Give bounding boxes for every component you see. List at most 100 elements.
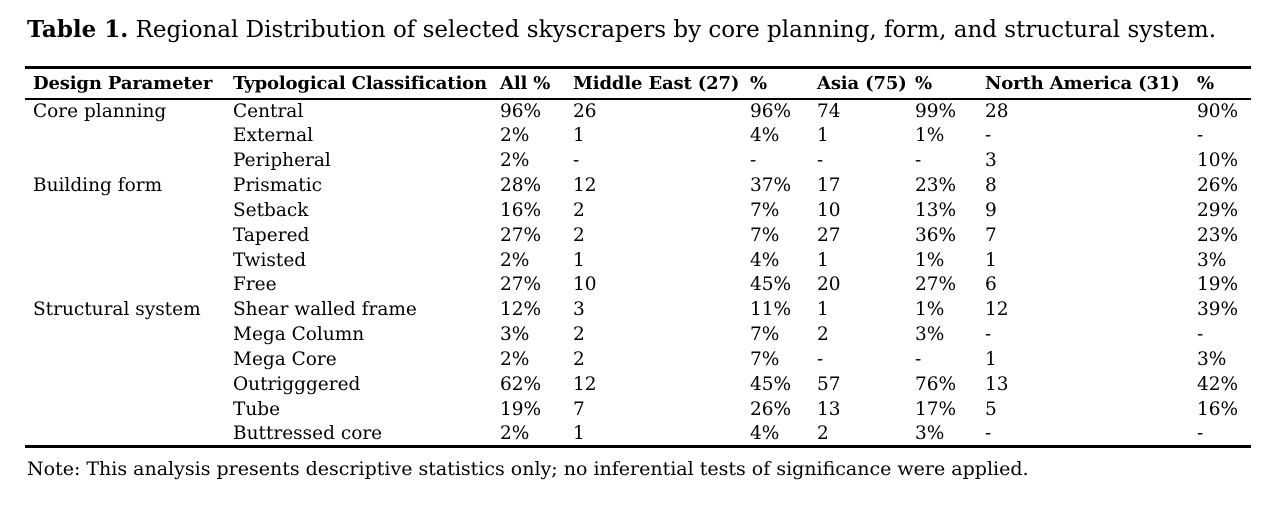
column-header: %	[742, 67, 809, 100]
table-row: Peripheral 2% - - - - 3 10%	[25, 148, 1251, 173]
design-parameter-cell	[25, 198, 225, 223]
table-body: Core planning Central 96% 26 96% 74 99% 28 90% Ex…	[25, 99, 1251, 447]
value-cell: 12%	[500, 299, 542, 321]
value-cell: -	[985, 125, 992, 147]
value-cell: 23%	[1197, 224, 1239, 246]
design-parameter-cell	[25, 273, 225, 298]
classification-cell: Mega Column	[233, 324, 365, 346]
classification-cell: Prismatic	[233, 175, 322, 196]
value-cell: -	[817, 349, 824, 371]
design-parameter-cell	[25, 123, 225, 148]
value-cell: 2	[817, 422, 829, 444]
design-parameter-cell: Building form	[33, 175, 163, 196]
value-cell: 1%	[915, 299, 945, 321]
value-cell: 19%	[500, 398, 542, 420]
value-cell: 4%	[750, 422, 780, 444]
value-cell: 7%	[750, 324, 780, 346]
value-cell: 11%	[750, 299, 792, 321]
value-cell: 7%	[750, 349, 780, 371]
value-cell: 3%	[1197, 349, 1227, 371]
value-cell: 26%	[750, 398, 792, 420]
table-row: Outrigggered 62% 12 45% 57 76% 13 42%	[25, 372, 1251, 397]
classification-cell: Twisted	[233, 249, 307, 271]
value-cell: 19%	[1197, 274, 1239, 296]
value-cell: 20	[817, 274, 841, 296]
classification-cell: Setback	[233, 199, 309, 221]
classification-cell: Central	[233, 100, 304, 122]
value-cell: 36%	[915, 224, 957, 246]
value-cell: 37%	[750, 175, 792, 196]
design-parameter-cell	[25, 397, 225, 422]
value-cell: 3	[573, 299, 585, 321]
value-cell: 96%	[500, 100, 542, 122]
value-cell: 1%	[915, 125, 945, 147]
table-caption-number: Table 1.	[27, 16, 129, 43]
design-parameter-cell: Core planning	[33, 100, 167, 122]
value-cell: -	[817, 150, 824, 172]
value-cell: -	[1197, 422, 1204, 444]
value-cell: 45%	[750, 373, 792, 395]
classification-cell: Tube	[233, 398, 281, 420]
column-header: All %	[492, 67, 565, 100]
value-cell: 16%	[500, 199, 542, 221]
value-cell: 1	[985, 249, 997, 271]
value-cell: 4%	[750, 125, 780, 147]
table-note: Note: This analysis presents descriptive…	[27, 458, 1029, 480]
column-header: North America (31)	[977, 67, 1189, 100]
value-cell: 12	[573, 373, 597, 395]
design-parameter-cell	[25, 223, 225, 248]
table-row: Mega Column 3% 2 7% 2 3% - -	[25, 322, 1251, 347]
column-header: Typological Classification	[225, 67, 492, 100]
classification-cell: Tapered	[233, 224, 310, 246]
table-row: Twisted 2% 1 4% 1 1% 1 3%	[25, 248, 1251, 273]
value-cell: 74	[817, 100, 841, 122]
value-cell: 39%	[1197, 299, 1239, 321]
value-cell: 45%	[750, 274, 792, 296]
value-cell: 2%	[500, 125, 530, 147]
value-cell: 3%	[500, 324, 530, 346]
value-cell: 1	[573, 249, 585, 271]
value-cell: -	[985, 422, 992, 444]
classification-cell: External	[233, 125, 314, 147]
column-header: %	[1189, 67, 1251, 100]
value-cell: 2	[817, 324, 829, 346]
table-row: Structural system Shear walled frame 12% 3 1…	[25, 297, 1251, 322]
value-cell: 27	[817, 224, 841, 246]
value-cell: 4%	[750, 249, 780, 271]
value-cell: -	[915, 150, 922, 172]
distribution-table: Design Parameter Typological Classificati…	[25, 66, 1251, 449]
value-cell: 10%	[1197, 150, 1239, 172]
value-cell: 29%	[1197, 199, 1239, 221]
value-cell: -	[1197, 324, 1204, 346]
table-caption-text: Regional Distribution of selected skyscr…	[135, 17, 1217, 43]
design-parameter-cell	[25, 248, 225, 273]
column-header: %	[907, 67, 977, 100]
value-cell: 8	[985, 175, 997, 196]
classification-cell: Shear walled frame	[233, 299, 417, 321]
value-cell: 62%	[500, 373, 542, 395]
value-cell: 27%	[500, 224, 542, 246]
table-row: Buttressed core 2% 1 4% 2 3% - -	[25, 422, 1251, 447]
value-cell: 26%	[1197, 175, 1239, 196]
value-cell: 1	[817, 249, 829, 271]
value-cell: 57	[817, 373, 841, 395]
design-parameter-cell	[25, 322, 225, 347]
value-cell: 9	[985, 199, 997, 221]
design-parameter-cell: Structural system	[33, 299, 201, 321]
value-cell: 13%	[915, 199, 957, 221]
design-parameter-cell	[25, 347, 225, 372]
value-cell: 2%	[500, 249, 530, 271]
value-cell: 2%	[500, 150, 530, 172]
table-row: Tube 19% 7 26% 13 17% 5 16%	[25, 397, 1251, 422]
value-cell: 17%	[915, 398, 957, 420]
value-cell: 2	[573, 199, 585, 221]
value-cell: 27%	[915, 274, 957, 296]
table-caption: Table 1. Regional Distribution of select…	[27, 15, 1216, 45]
value-cell: 2%	[500, 349, 530, 371]
table-row: Tapered 27% 2 7% 27 36% 7 23%	[25, 223, 1251, 248]
design-parameter-cell	[25, 372, 225, 397]
value-cell: 6	[985, 274, 997, 296]
value-cell: 13	[985, 373, 1009, 395]
table-row: Core planning Central 96% 26 96% 74 99% 28 90%	[25, 99, 1251, 124]
